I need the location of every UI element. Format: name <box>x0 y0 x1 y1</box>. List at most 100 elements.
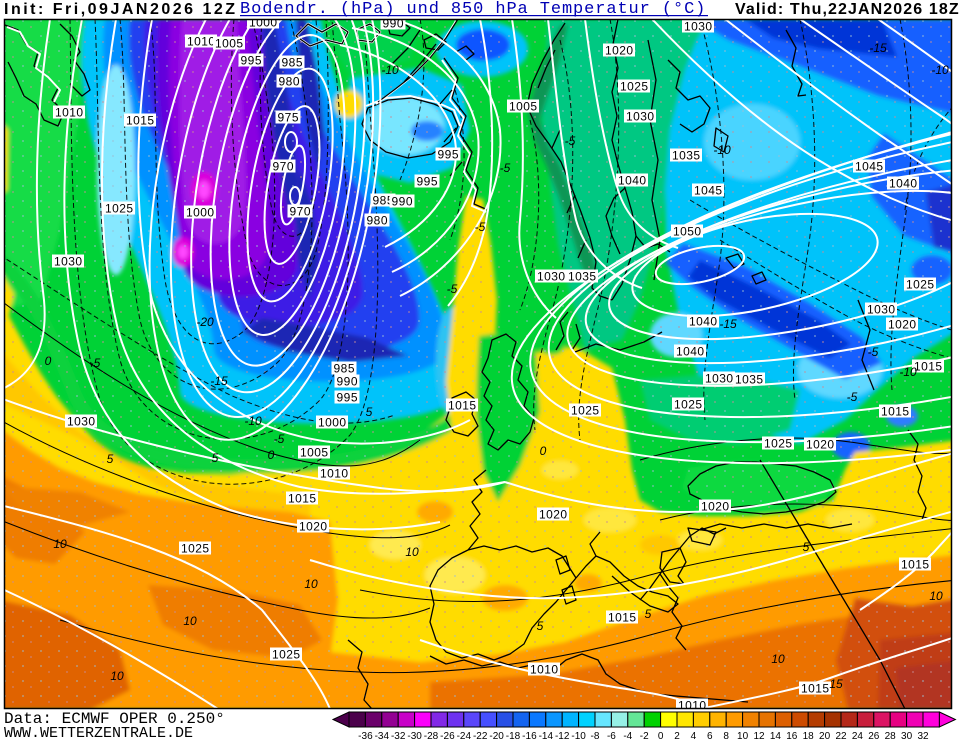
svg-text:1010: 1010 <box>530 663 558 677</box>
svg-text:-5: -5 <box>274 432 285 446</box>
svg-text:18: 18 <box>803 731 815 741</box>
svg-text:-24: -24 <box>457 731 472 741</box>
svg-text:985: 985 <box>282 56 303 70</box>
svg-text:1035: 1035 <box>568 270 596 284</box>
svg-text:1025: 1025 <box>272 648 300 662</box>
svg-text:1025: 1025 <box>906 278 934 292</box>
svg-text:1020: 1020 <box>806 438 834 452</box>
svg-text:1010: 1010 <box>55 106 83 120</box>
svg-text:-15: -15 <box>869 41 887 55</box>
svg-text:16: 16 <box>786 731 798 741</box>
svg-text:980: 980 <box>279 75 300 89</box>
svg-text:Bodendr. (hPa) und 850 hPa Tem: Bodendr. (hPa) und 850 hPa Temperatur (°… <box>240 0 706 19</box>
svg-text:-12: -12 <box>555 731 570 741</box>
svg-text:12: 12 <box>753 731 765 741</box>
svg-text:30: 30 <box>901 731 913 741</box>
svg-text:-32: -32 <box>391 731 406 741</box>
svg-text:28: 28 <box>885 731 897 741</box>
svg-text:0: 0 <box>658 731 664 741</box>
svg-text:24: 24 <box>852 731 864 741</box>
svg-text:1020: 1020 <box>605 44 633 58</box>
svg-text:1010: 1010 <box>678 699 706 713</box>
svg-text:1020: 1020 <box>888 318 916 332</box>
svg-text:4: 4 <box>691 731 697 741</box>
svg-text:1005: 1005 <box>215 37 243 51</box>
svg-text:-5: -5 <box>847 390 858 404</box>
svg-text:970: 970 <box>290 205 311 219</box>
svg-text:980: 980 <box>367 214 388 228</box>
svg-text:22: 22 <box>835 731 847 741</box>
svg-text:-10: -10 <box>381 63 399 77</box>
svg-text:5: 5 <box>803 540 810 554</box>
svg-text:10: 10 <box>304 577 318 591</box>
svg-text:5: 5 <box>212 451 219 465</box>
svg-text:0: 0 <box>45 354 52 368</box>
svg-text:-10: -10 <box>571 731 586 741</box>
svg-text:5: 5 <box>537 619 544 633</box>
svg-text:1015: 1015 <box>126 114 154 128</box>
svg-text:1015: 1015 <box>608 611 636 625</box>
svg-text:1015: 1015 <box>901 558 929 572</box>
svg-text:8: 8 <box>723 731 729 741</box>
svg-text:1025: 1025 <box>764 437 792 451</box>
svg-text:WWW.WETTERZENTRALE.DE: WWW.WETTERZENTRALE.DE <box>4 725 193 741</box>
svg-text:1040: 1040 <box>689 315 717 329</box>
svg-text:1020: 1020 <box>701 500 729 514</box>
svg-text:1015: 1015 <box>801 682 829 696</box>
svg-text:1030: 1030 <box>705 372 733 386</box>
svg-text:-6: -6 <box>607 731 616 741</box>
svg-text:10: 10 <box>110 669 124 683</box>
svg-text:995: 995 <box>438 148 459 162</box>
svg-text:985: 985 <box>334 362 355 376</box>
svg-text:10: 10 <box>737 731 749 741</box>
svg-text:1005: 1005 <box>509 100 537 114</box>
svg-text:10: 10 <box>183 614 197 628</box>
svg-text:1015: 1015 <box>448 399 476 413</box>
svg-text:-15: -15 <box>210 374 228 388</box>
svg-text:1020: 1020 <box>539 508 567 522</box>
svg-text:6: 6 <box>707 731 713 741</box>
svg-text:1010: 1010 <box>187 35 215 49</box>
svg-text:-5: -5 <box>447 282 458 296</box>
svg-text:-15: -15 <box>719 317 737 331</box>
svg-text:-22: -22 <box>473 731 488 741</box>
svg-text:-14: -14 <box>539 731 554 741</box>
svg-text:-4: -4 <box>623 731 632 741</box>
svg-text:32: 32 <box>917 731 929 741</box>
svg-text:1005: 1005 <box>300 446 328 460</box>
svg-text:-10: -10 <box>713 143 731 157</box>
svg-text:1040: 1040 <box>618 174 646 188</box>
svg-text:-8: -8 <box>591 731 600 741</box>
svg-text:1025: 1025 <box>105 202 133 216</box>
svg-text:1035: 1035 <box>735 373 763 387</box>
svg-text:975: 975 <box>278 111 299 125</box>
svg-text:-18: -18 <box>506 731 521 741</box>
svg-text:-10: -10 <box>899 365 917 379</box>
svg-text:995: 995 <box>241 54 262 68</box>
svg-text:Init: Fri,09JAN2026 12Z: Init: Fri,09JAN2026 12Z <box>4 1 238 18</box>
svg-text:1045: 1045 <box>855 160 883 174</box>
svg-text:0: 0 <box>268 448 275 462</box>
svg-text:-5: -5 <box>868 345 879 359</box>
svg-text:1025: 1025 <box>181 542 209 556</box>
svg-text:15: 15 <box>829 677 843 691</box>
svg-text:1045: 1045 <box>694 184 722 198</box>
svg-text:1030: 1030 <box>537 270 565 284</box>
svg-text:-36: -36 <box>358 731 373 741</box>
svg-text:1010: 1010 <box>320 467 348 481</box>
svg-text:5: 5 <box>645 607 652 621</box>
svg-text:-5: -5 <box>90 356 101 370</box>
svg-text:-10: -10 <box>931 63 949 77</box>
svg-text:1000: 1000 <box>186 206 214 220</box>
svg-text:1050: 1050 <box>673 225 701 239</box>
svg-text:5: 5 <box>366 405 373 419</box>
svg-text:1040: 1040 <box>676 345 704 359</box>
svg-text:-20: -20 <box>489 731 504 741</box>
svg-text:1035: 1035 <box>672 149 700 163</box>
svg-text:-26: -26 <box>440 731 455 741</box>
svg-text:1000: 1000 <box>318 416 346 430</box>
svg-text:1015: 1015 <box>914 360 942 374</box>
svg-text:-5: -5 <box>500 161 511 175</box>
svg-text:1015: 1015 <box>881 405 909 419</box>
svg-text:970: 970 <box>273 160 294 174</box>
